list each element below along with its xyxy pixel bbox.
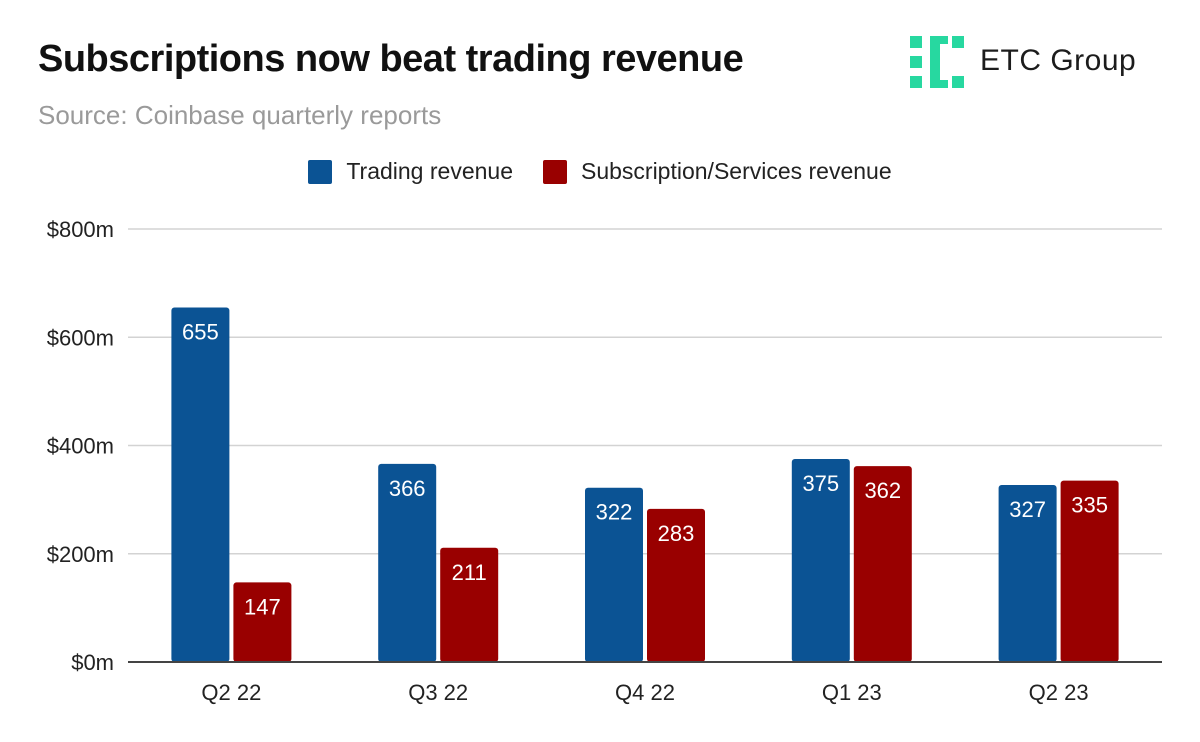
data-label: 375 (802, 471, 839, 496)
bar-subscription (233, 582, 292, 662)
legend-swatch-subscription (542, 159, 567, 184)
bar-subscription (853, 466, 912, 662)
bar-trading (171, 307, 230, 662)
data-label: 366 (389, 476, 426, 501)
bar-trading (378, 463, 437, 662)
legend-swatch-trading (308, 159, 333, 184)
data-label: 322 (596, 500, 633, 525)
logo-text: ETC Group (980, 44, 1137, 77)
data-label: 211 (452, 560, 487, 585)
chart-title: Subscriptions now beat trading revenue (38, 38, 744, 80)
x-tick-label: Q2 23 (1029, 680, 1089, 705)
y-tick-label: $0m (71, 650, 114, 675)
legend-item-trading: Trading revenue (308, 158, 513, 185)
bar-subscription (440, 547, 499, 662)
y-tick-label: $800m (47, 217, 114, 242)
x-tick-label: Q1 23 (822, 680, 882, 705)
bar-trading (791, 459, 850, 662)
chart-legend: Trading revenue Subscription/Services re… (0, 158, 1200, 185)
data-label: 655 (182, 319, 219, 344)
data-label: 327 (1009, 497, 1046, 522)
data-label: 335 (1071, 493, 1108, 518)
etc-group-logo-icon (910, 36, 964, 88)
legend-item-subscription: Subscription/Services revenue (542, 158, 892, 185)
bar-subscription (1060, 480, 1119, 662)
y-tick-label: $200m (47, 542, 114, 567)
y-tick-label: $600m (47, 325, 114, 350)
x-tick-label: Q2 22 (201, 680, 261, 705)
chart-subtitle: Source: Coinbase quarterly reports (38, 100, 442, 130)
y-tick-label: $400m (47, 434, 114, 459)
bar-trading (998, 485, 1057, 662)
etc-group-logo: ETC Group (908, 34, 1168, 90)
x-tick-label: Q3 22 (408, 680, 468, 705)
bar-subscription (647, 508, 705, 662)
data-label: 283 (658, 521, 695, 546)
bar-trading (585, 487, 643, 662)
data-label: 147 (244, 594, 281, 619)
x-tick-label: Q4 22 (615, 680, 675, 705)
legend-label-subscription: Subscription/Services revenue (580, 158, 892, 184)
legend-label-trading: Trading revenue (346, 158, 513, 184)
data-label: 362 (864, 478, 901, 503)
